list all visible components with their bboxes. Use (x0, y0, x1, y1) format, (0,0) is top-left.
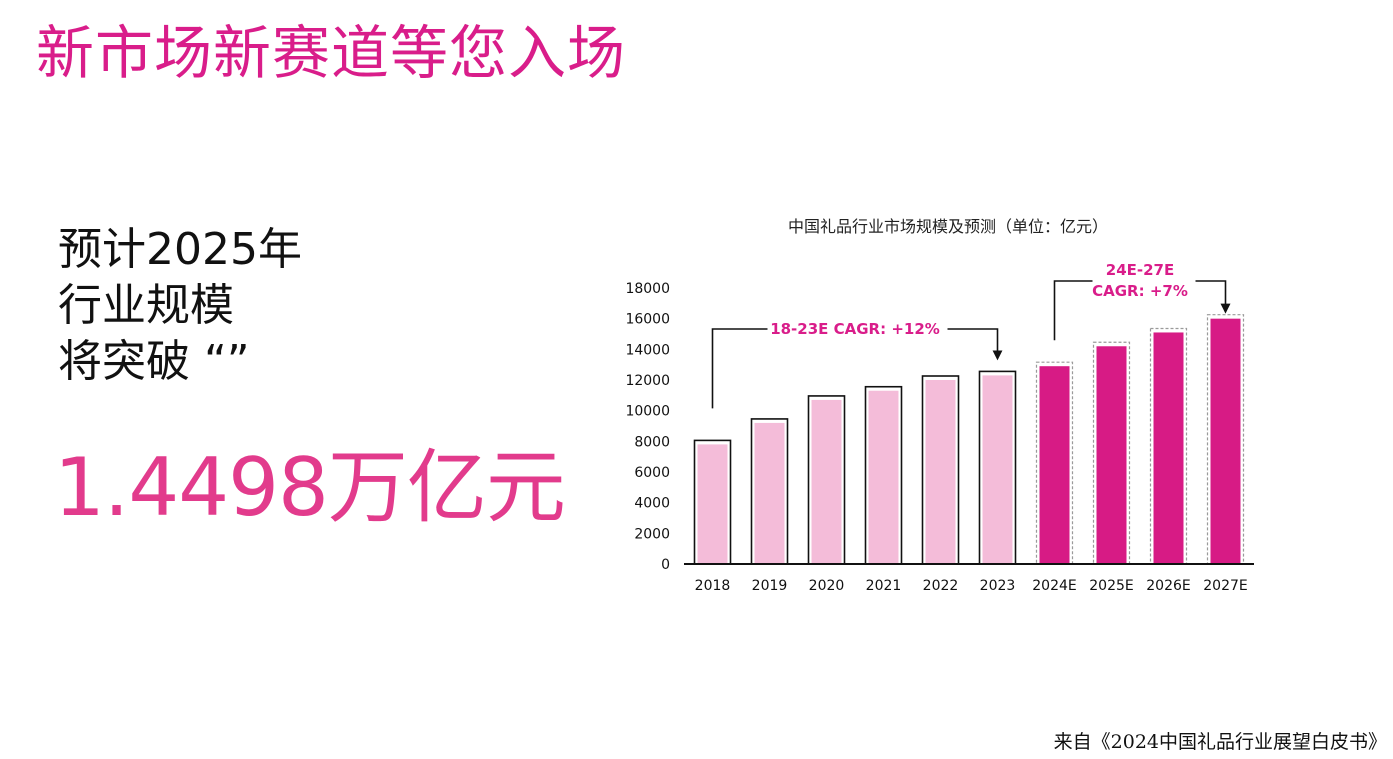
forecast-bar (1153, 332, 1184, 564)
x-tick-label: 2019 (752, 578, 788, 594)
y-tick-label: 18000 (625, 281, 670, 297)
historic-bar (754, 422, 785, 564)
forecast-line-2: 行业规模 (58, 280, 234, 331)
source-citation: 来自《2024中国礼品行业展望白皮书》 (1053, 731, 1387, 753)
cagr-annotations: 18-23E CAGR: +12% 24E-27E CAGR: +7% (711, 261, 1231, 409)
historic-bar (868, 390, 899, 564)
market-size-chart: 中国礼品行业市场规模及预测（单位：亿元） 0 2000 4000 6000 8000 10… (625, 217, 1254, 594)
cagr-label-2024-2027: 24E-27E (1106, 261, 1174, 279)
cagr-label-2024-2027: CAGR: +7% (1092, 282, 1188, 300)
cagr-label-2018-2023: 18-23E CAGR: +12% (770, 320, 940, 338)
x-tick-label: 2020 (809, 578, 845, 594)
historic-bar (925, 380, 956, 564)
forecast-line-1: 预计2025年 (58, 224, 302, 275)
cagr-bracket-right (947, 328, 1003, 361)
y-axis-labels: 0 2000 4000 6000 8000 10000 12000 14000 16000 180… (625, 281, 670, 573)
y-tick-label: 14000 (625, 342, 670, 358)
x-tick-label: 2022 (923, 578, 959, 594)
cagr-bracket-right (1195, 280, 1231, 314)
historic-bar (697, 444, 728, 564)
chart-title: 中国礼品行业市场规模及预测（单位：亿元） (788, 217, 1108, 236)
x-axis-labels: 2018 2019 2020 2021 2022 2023 2024E 2025E 2026E 2… (695, 578, 1248, 594)
bar-frame (1206, 314, 1245, 565)
forecast-line-3: 将突破 “” (58, 336, 250, 387)
x-tick-label: 2018 (695, 578, 731, 594)
y-tick-label: 10000 (625, 404, 670, 420)
bars (693, 314, 1245, 565)
x-tick-label: 2026E (1146, 578, 1190, 594)
bar-frame (1149, 327, 1188, 565)
historic-bar (982, 375, 1013, 564)
x-tick-label: 2027E (1203, 578, 1247, 594)
x-tick-label: 2023 (980, 578, 1016, 594)
historic-bar (811, 399, 842, 564)
x-tick-label: 2024E (1032, 578, 1076, 594)
forecast-bar (1039, 366, 1070, 564)
y-tick-label: 6000 (634, 465, 670, 481)
forecast-text: 预计2025年 行业规模 将突破 “” (58, 222, 302, 390)
market-size-value: 1.4498万亿元 (54, 441, 566, 534)
y-tick-label: 2000 (634, 526, 670, 542)
y-tick-label: 0 (661, 557, 670, 573)
x-tick-label: 2021 (866, 578, 902, 594)
y-tick-label: 4000 (634, 496, 670, 512)
forecast-bar (1096, 346, 1127, 564)
slide-title: 新市场新赛道等您入场 (36, 19, 627, 87)
y-tick-label: 16000 (625, 312, 670, 328)
cagr-bracket-left (1053, 280, 1093, 341)
y-tick-label: 12000 (625, 373, 670, 389)
forecast-bar (1210, 318, 1241, 564)
cagr-bracket-left (711, 328, 768, 409)
y-tick-label: 8000 (634, 434, 670, 450)
x-tick-label: 2025E (1089, 578, 1133, 594)
